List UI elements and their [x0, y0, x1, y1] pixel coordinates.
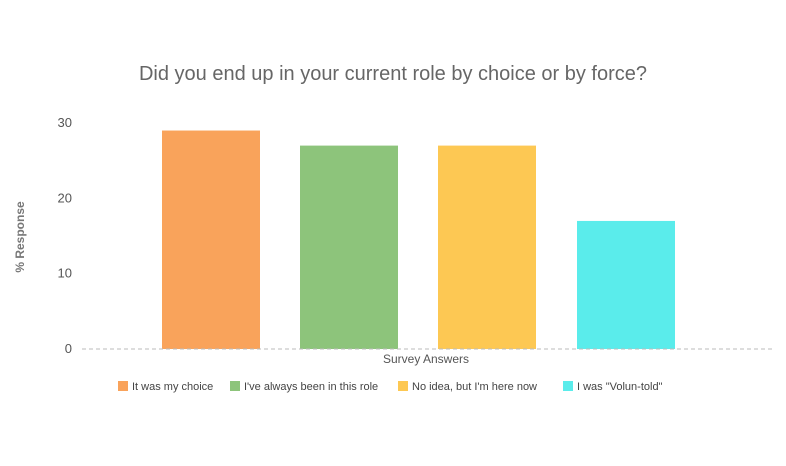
y-tick-label: 10: [58, 266, 72, 281]
legend-swatch: [563, 381, 573, 391]
legend-item[interactable]: I was "Volun-told": [563, 381, 663, 393]
y-tick-label: 0: [65, 341, 72, 356]
legend-label: It was my choice: [132, 381, 213, 393]
legend-swatch: [118, 381, 128, 391]
bar[interactable]: [162, 130, 260, 349]
legend-item[interactable]: No idea, but I'm here now: [398, 381, 537, 393]
legend: It was my choice I've always been in this…: [118, 381, 663, 393]
legend-swatch: [230, 381, 240, 391]
y-axis-ticks: 0 10 20 30: [58, 115, 72, 356]
legend-item[interactable]: I've always been in this role: [230, 381, 378, 393]
y-tick-label: 20: [58, 190, 72, 205]
chart-title: Did you end up in your current role by c…: [139, 63, 647, 85]
x-axis-title: Survey Answers: [383, 352, 469, 366]
bar[interactable]: [300, 145, 398, 349]
y-tick-label: 30: [58, 115, 72, 130]
bars-group: [162, 130, 675, 349]
bar[interactable]: [438, 145, 536, 349]
legend-item[interactable]: It was my choice: [118, 381, 213, 393]
legend-swatch: [398, 381, 408, 391]
bar[interactable]: [577, 220, 675, 349]
legend-label: I've always been in this role: [244, 381, 378, 393]
legend-label: No idea, but I'm here now: [412, 381, 537, 393]
y-axis-title: % Response: [13, 201, 27, 273]
legend-label: I was "Volun-told": [577, 381, 663, 393]
